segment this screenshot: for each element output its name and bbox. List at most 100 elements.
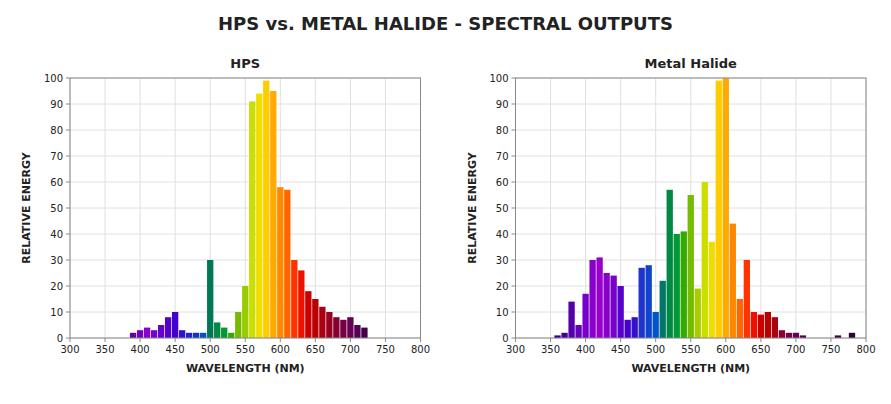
tick-label-x: 750 bbox=[376, 344, 395, 355]
tick-x bbox=[175, 338, 176, 342]
subplot: HPS3003504004505005506006507007508000102… bbox=[20, 56, 430, 375]
tick-x bbox=[866, 338, 867, 342]
tick-label-y: 40 bbox=[496, 229, 509, 240]
tick-x bbox=[725, 338, 726, 342]
bar bbox=[326, 312, 332, 338]
bar bbox=[361, 328, 367, 338]
subplot-title: HPS bbox=[230, 56, 260, 71]
bar bbox=[674, 234, 680, 338]
tick-label-y: 80 bbox=[496, 125, 509, 136]
tick-label-y: 50 bbox=[50, 203, 63, 214]
tick-label-x: 800 bbox=[856, 344, 875, 355]
tick-y bbox=[66, 104, 70, 105]
bar bbox=[617, 286, 623, 338]
bar bbox=[688, 195, 694, 338]
tick-y bbox=[512, 312, 516, 313]
subplot-title: Metal Halide bbox=[645, 56, 738, 71]
bar bbox=[681, 231, 687, 338]
tick-label-y: 80 bbox=[50, 125, 63, 136]
bar bbox=[137, 330, 143, 338]
bars bbox=[554, 78, 855, 338]
tick-x bbox=[515, 338, 516, 342]
tick-x bbox=[420, 338, 421, 342]
tick-label-y: 0 bbox=[502, 333, 508, 344]
bar bbox=[333, 317, 339, 338]
grid-line-x bbox=[550, 78, 551, 338]
bar bbox=[340, 320, 346, 338]
tick-y bbox=[66, 182, 70, 183]
tick-label-x: 300 bbox=[60, 344, 79, 355]
grid-line-x bbox=[795, 78, 796, 338]
tick-y bbox=[512, 78, 516, 79]
tick-label-y: 10 bbox=[496, 307, 509, 318]
bar bbox=[758, 315, 764, 338]
tick-x bbox=[315, 338, 316, 342]
tick-x bbox=[795, 338, 796, 342]
bar bbox=[298, 270, 304, 338]
tick-label-x: 650 bbox=[306, 344, 325, 355]
tick-x bbox=[105, 338, 106, 342]
grid-line-x bbox=[105, 78, 106, 338]
bar bbox=[284, 190, 290, 338]
tick-label-y: 10 bbox=[50, 307, 63, 318]
tick-label-x: 650 bbox=[751, 344, 770, 355]
tick-label-y: 30 bbox=[496, 255, 509, 266]
tick-label-x: 550 bbox=[236, 344, 255, 355]
chart-root: HPS vs. METAL HALIDE - SPECTRAL OUTPUTSH… bbox=[0, 0, 891, 404]
bar bbox=[786, 333, 792, 338]
bar bbox=[207, 260, 213, 338]
bar bbox=[653, 312, 659, 338]
tick-y bbox=[512, 104, 516, 105]
bars bbox=[130, 81, 368, 338]
bar bbox=[228, 333, 234, 338]
tick-y bbox=[512, 208, 516, 209]
tick-label-x: 450 bbox=[166, 344, 185, 355]
bar bbox=[779, 330, 785, 338]
grid-line-x bbox=[140, 78, 141, 338]
grid-line-x bbox=[655, 78, 656, 338]
bar bbox=[646, 265, 652, 338]
bar bbox=[695, 289, 701, 338]
bar bbox=[130, 333, 136, 338]
bar bbox=[765, 312, 771, 338]
bar bbox=[849, 333, 855, 338]
tick-label-y: 50 bbox=[496, 203, 509, 214]
axis-label-x: WAVELENGTH (NM) bbox=[186, 362, 305, 375]
tick-y bbox=[512, 130, 516, 131]
bar bbox=[772, 317, 778, 338]
bar bbox=[172, 312, 178, 338]
bar bbox=[603, 273, 609, 338]
tick-y bbox=[66, 78, 70, 79]
bar bbox=[305, 291, 311, 338]
tick-x bbox=[830, 338, 831, 342]
tick-label-y: 70 bbox=[50, 151, 63, 162]
tick-x bbox=[690, 338, 691, 342]
bar bbox=[179, 330, 185, 338]
subplot: Metal Halide3003504004505005506006507007… bbox=[466, 56, 876, 375]
bar bbox=[256, 94, 262, 338]
tick-label-x: 300 bbox=[506, 344, 525, 355]
bar bbox=[144, 328, 150, 338]
tick-x bbox=[760, 338, 761, 342]
tick-label-y: 70 bbox=[496, 151, 509, 162]
tick-x bbox=[70, 338, 71, 342]
tick-label-x: 700 bbox=[786, 344, 805, 355]
bar bbox=[744, 260, 750, 338]
tick-x bbox=[385, 338, 386, 342]
bar bbox=[723, 78, 729, 338]
axis-label-x: WAVELENGTH (NM) bbox=[631, 362, 750, 375]
bar bbox=[793, 333, 799, 338]
bar bbox=[709, 242, 715, 338]
bar bbox=[291, 260, 297, 338]
bar bbox=[737, 299, 743, 338]
bar bbox=[702, 182, 708, 338]
tick-label-x: 400 bbox=[576, 344, 595, 355]
tick-x bbox=[280, 338, 281, 342]
bar bbox=[235, 312, 241, 338]
bar bbox=[596, 257, 602, 338]
bar bbox=[193, 333, 199, 338]
bar bbox=[354, 325, 360, 338]
grid-line-x bbox=[175, 78, 176, 338]
grid-line-x bbox=[830, 78, 831, 338]
bar bbox=[319, 307, 325, 338]
